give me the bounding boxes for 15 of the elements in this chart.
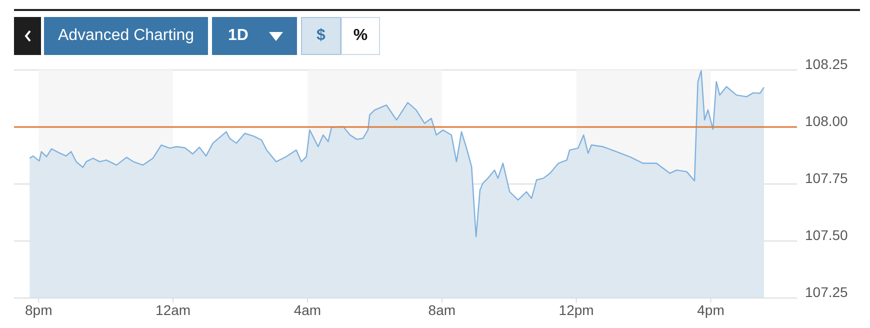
y-tick-label: 108.00	[805, 112, 848, 129]
y-tick-label: 107.75	[805, 170, 848, 186]
text: %	[341, 17, 380, 55]
x-tick-label: 8am	[428, 302, 456, 318]
y-tick-label: 107.25	[805, 284, 848, 300]
x-tick-label: 4pm	[697, 302, 724, 318]
x-tick-label: 12pm	[558, 302, 594, 318]
text: $	[301, 17, 341, 55]
x-tick-label: 12am	[156, 302, 191, 318]
text: 1D	[228, 27, 248, 45]
y-tick-label: 108.25	[805, 56, 848, 72]
x-tick-label: 4am	[294, 302, 322, 318]
text: Advanced Charting	[44, 17, 208, 55]
x-tick-label: 8pm	[25, 302, 52, 318]
y-tick-label: 107.50	[805, 226, 848, 243]
